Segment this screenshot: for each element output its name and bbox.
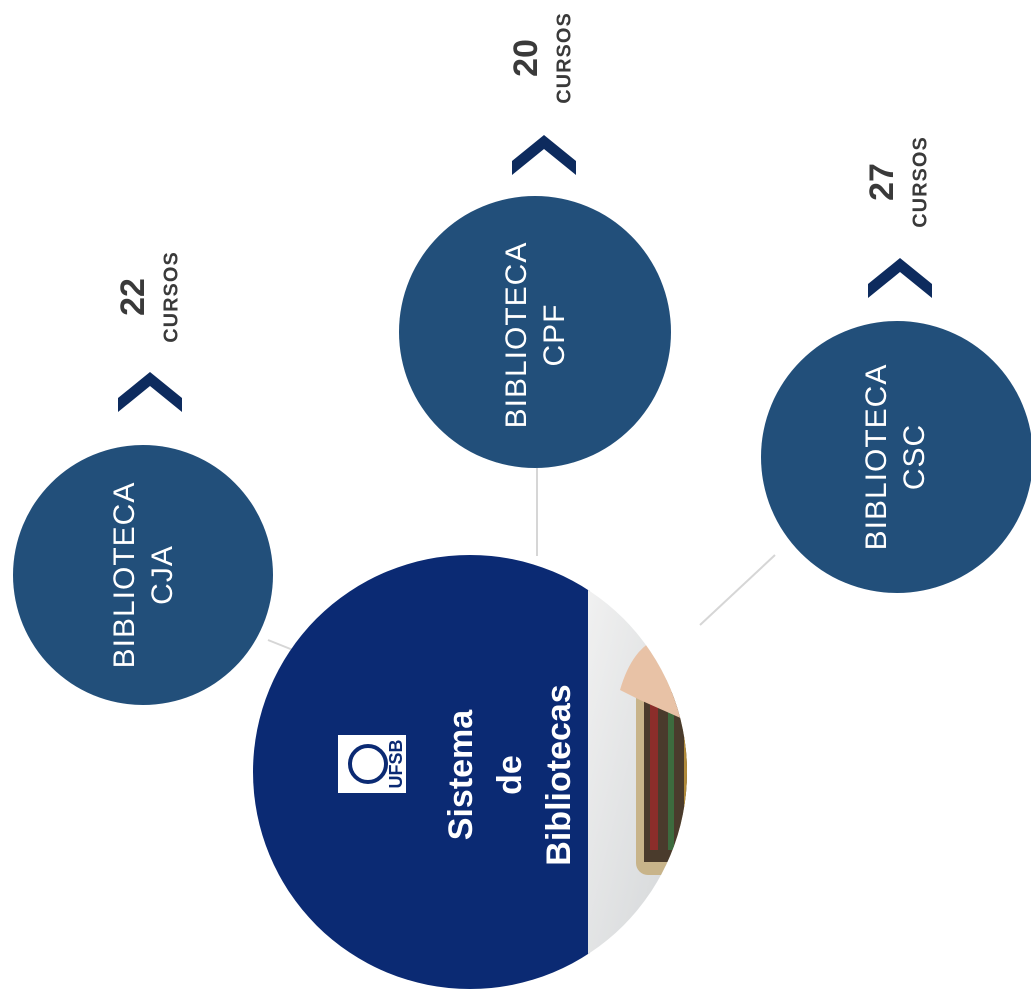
diagram: UFSB Sistema de Bibliotecas BIBLIOTECA C… (0, 0, 1031, 992)
center-title: Sistema (442, 709, 480, 840)
logo: UFSB (338, 735, 406, 793)
course-count: 22 (114, 278, 152, 316)
course-count: 20 (507, 39, 545, 77)
center-title: Bibliotecas (540, 684, 578, 865)
node-label: BIBLIOTECA (108, 482, 141, 669)
chevron (118, 372, 182, 412)
node-label: CSC (898, 424, 931, 490)
node-label: CJA (146, 545, 179, 605)
library-node (761, 321, 1031, 593)
library-node (399, 196, 671, 468)
course-unit: CURSOS (553, 12, 575, 104)
node-label: CPF (538, 304, 571, 367)
node-label: BIBLIOTECA (500, 242, 533, 429)
chevron (868, 258, 932, 298)
course-unit: CURSOS (160, 251, 182, 343)
node-label: BIBLIOTECA (860, 364, 893, 551)
logo-text: UFSB (386, 740, 406, 789)
chevron (512, 135, 576, 175)
center-title: de (491, 755, 529, 795)
course-count: 27 (863, 163, 901, 201)
library-node (13, 445, 273, 705)
course-unit: CURSOS (909, 136, 931, 228)
